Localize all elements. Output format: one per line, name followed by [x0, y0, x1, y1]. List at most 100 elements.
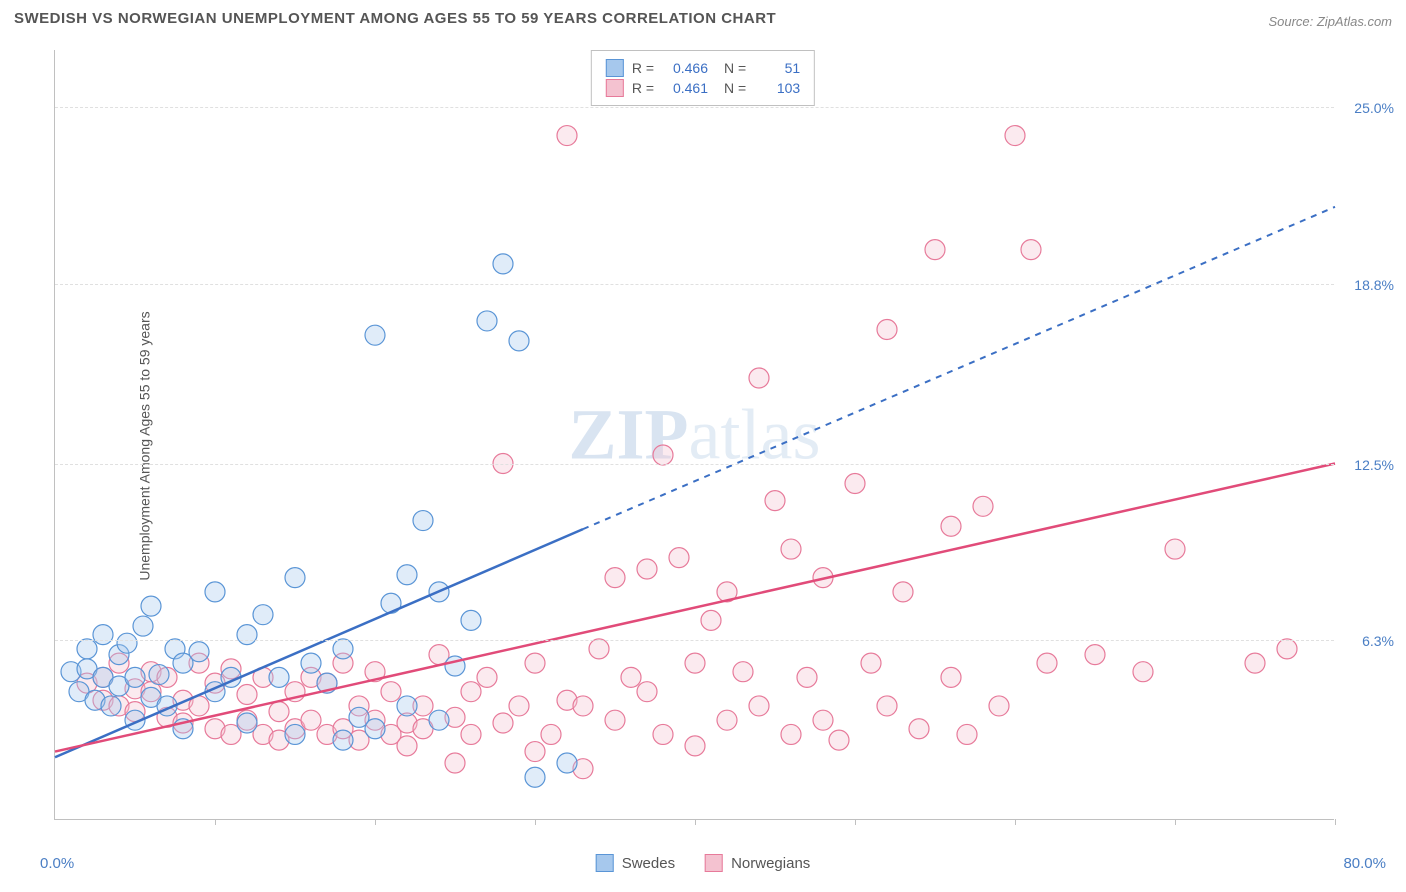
x-axis-min-label: 0.0% [40, 855, 74, 872]
series-legend-item: Swedes [596, 854, 675, 872]
data-point [973, 496, 993, 516]
trend-line [55, 464, 1335, 752]
data-point [77, 639, 97, 659]
data-point [557, 753, 577, 773]
x-tick [695, 819, 696, 825]
data-point [493, 713, 513, 733]
data-point [509, 696, 529, 716]
legend-n-value: 103 [754, 80, 800, 96]
legend-r-label: R = [632, 60, 654, 76]
trend-line-dashed [583, 207, 1335, 529]
data-point [101, 696, 121, 716]
series-legend-item: Norwegians [705, 854, 810, 872]
legend-swatch [606, 79, 624, 97]
data-point [125, 667, 145, 687]
data-point [237, 713, 257, 733]
data-point [925, 240, 945, 260]
data-point [525, 653, 545, 673]
data-point [429, 710, 449, 730]
data-point [1133, 662, 1153, 682]
data-point [133, 616, 153, 636]
data-point [861, 653, 881, 673]
legend-n-label: N = [724, 80, 746, 96]
data-point [525, 767, 545, 787]
x-tick [375, 819, 376, 825]
data-point [1021, 240, 1041, 260]
data-point [557, 126, 577, 146]
data-point [909, 719, 929, 739]
data-point [253, 605, 273, 625]
data-point [397, 736, 417, 756]
y-tick-label: 6.3% [1339, 633, 1394, 649]
data-point [1165, 539, 1185, 559]
data-point [893, 582, 913, 602]
legend-n-label: N = [724, 60, 746, 76]
data-point [877, 696, 897, 716]
legend-swatch [596, 854, 614, 872]
data-point [149, 665, 169, 685]
data-point [765, 491, 785, 511]
gridline: 25.0% [55, 107, 1334, 108]
data-point [941, 667, 961, 687]
data-point [477, 667, 497, 687]
data-point [413, 511, 433, 531]
data-point [701, 610, 721, 630]
data-point [1245, 653, 1265, 673]
data-point [365, 325, 385, 345]
plot-area: ZIPatlas 6.3%12.5%18.8%25.0% [54, 50, 1334, 820]
data-point [685, 653, 705, 673]
gridline: 12.5% [55, 464, 1334, 465]
x-tick [855, 819, 856, 825]
data-point [941, 516, 961, 536]
legend-r-value: 0.466 [662, 60, 708, 76]
y-tick-label: 18.8% [1339, 277, 1394, 293]
chart-title: SWEDISH VS NORWEGIAN UNEMPLOYMENT AMONG … [14, 10, 776, 27]
data-point [301, 653, 321, 673]
data-point [813, 710, 833, 730]
data-point [957, 724, 977, 744]
data-point [237, 625, 257, 645]
data-point [797, 667, 817, 687]
data-point [573, 696, 593, 716]
gridline: 6.3% [55, 640, 1334, 641]
scatter-svg [55, 50, 1334, 819]
data-point [1005, 126, 1025, 146]
x-tick [1335, 819, 1336, 825]
data-point [877, 319, 897, 339]
data-point [605, 568, 625, 588]
x-axis-max-label: 80.0% [1343, 855, 1386, 872]
data-point [117, 633, 137, 653]
data-point [189, 642, 209, 662]
data-point [141, 596, 161, 616]
legend-row: R =0.466N =51 [606, 59, 800, 77]
data-point [301, 710, 321, 730]
x-tick [1175, 819, 1176, 825]
y-tick-label: 12.5% [1339, 457, 1394, 473]
data-point [653, 445, 673, 465]
data-point [93, 625, 113, 645]
data-point [525, 742, 545, 762]
data-point [461, 682, 481, 702]
data-point [397, 565, 417, 585]
data-point [781, 724, 801, 744]
legend-swatch [606, 59, 624, 77]
x-tick [1015, 819, 1016, 825]
data-point [205, 582, 225, 602]
data-point [285, 568, 305, 588]
data-point [493, 254, 513, 274]
data-point [733, 662, 753, 682]
legend-r-label: R = [632, 80, 654, 96]
data-point [829, 730, 849, 750]
data-point [477, 311, 497, 331]
legend-swatch [705, 854, 723, 872]
data-point [669, 548, 689, 568]
data-point [1085, 645, 1105, 665]
data-point [1277, 639, 1297, 659]
data-point [845, 473, 865, 493]
data-point [445, 753, 465, 773]
data-point [541, 724, 561, 744]
x-tick [535, 819, 536, 825]
data-point [605, 710, 625, 730]
data-point [781, 539, 801, 559]
legend-row: R =0.461N =103 [606, 79, 800, 97]
